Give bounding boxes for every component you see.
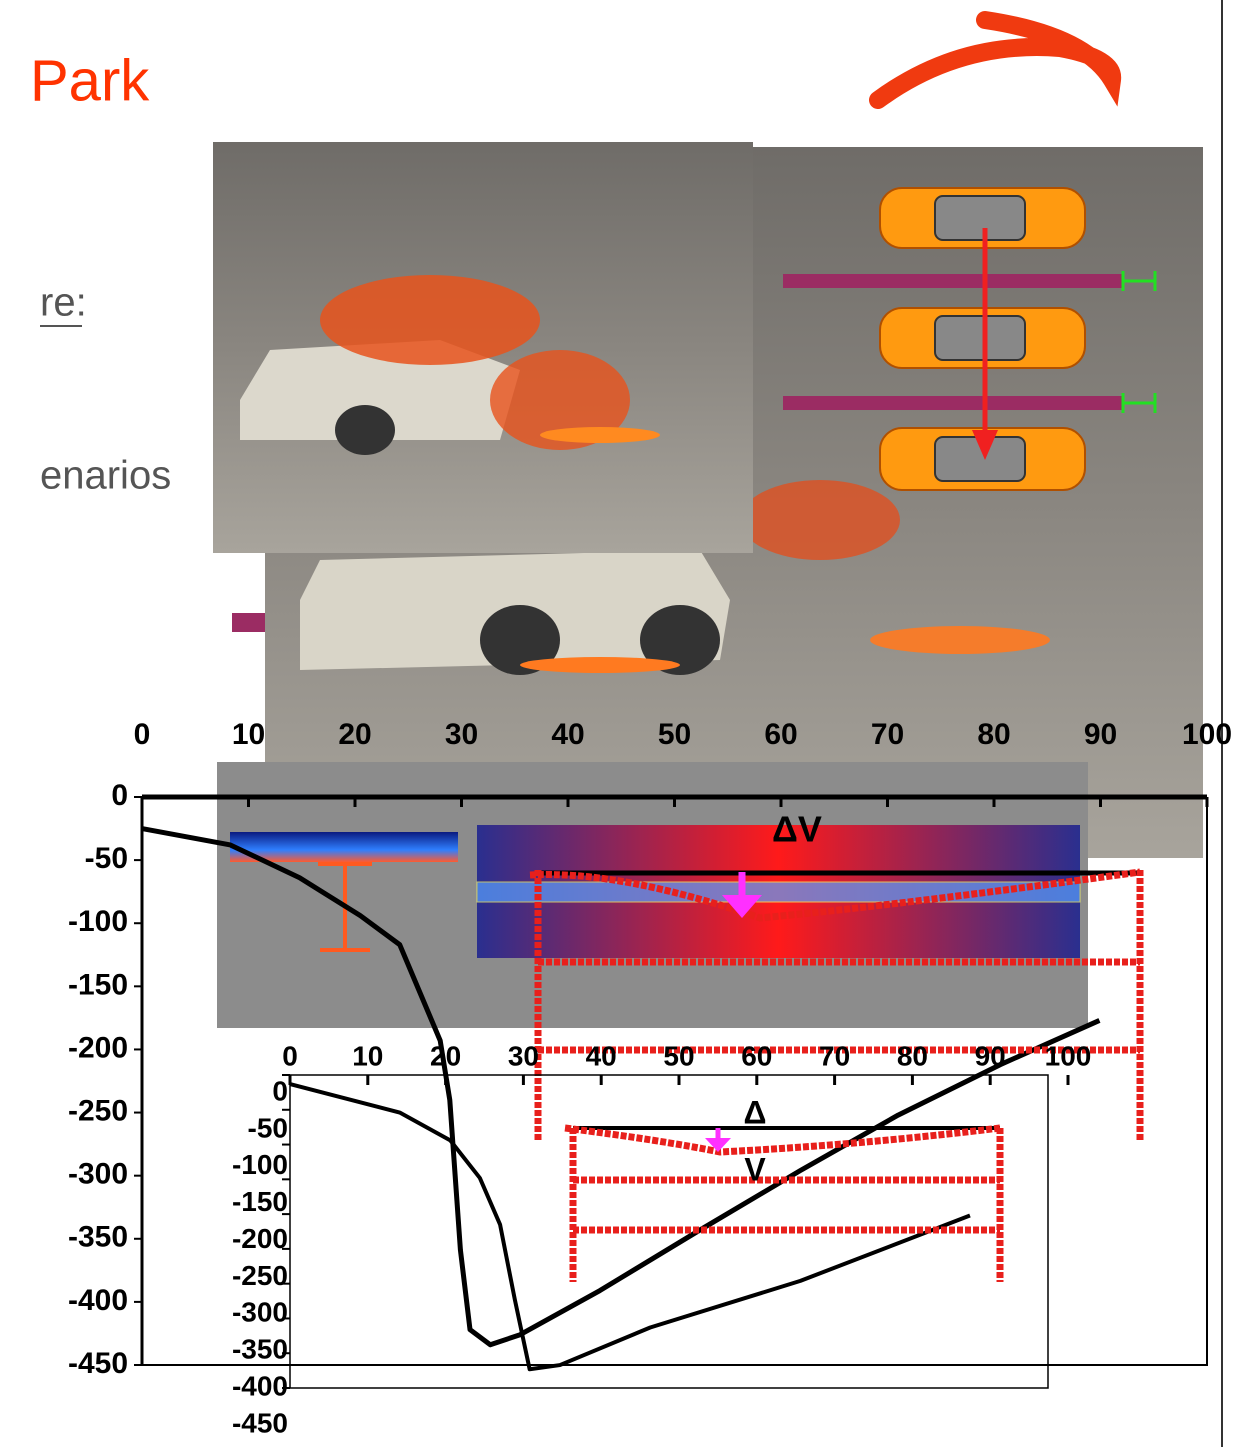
scenario-diagram [783,187,1157,491]
y-tick-label: -50 [85,842,128,875]
y-tick-label: -450 [232,1407,288,1438]
logo [869,11,1122,109]
slide-title: Park [30,48,150,113]
x-tick-label: 30 [445,718,478,751]
y-tick-label: -50 [248,1112,288,1143]
chart: 0 10 20 30 40 50 60 70 80 90 100 0 -50 -100 -150 -200 -2… [232,1040,1091,1438]
data-line [289,1082,971,1372]
x-tick-label: 40 [586,1040,617,1071]
x-tick-label: 0 [282,1040,298,1071]
data-line [141,826,1101,1348]
x-tick-label: 60 [741,1040,772,1071]
plot-border [142,797,1208,1366]
x-tick-label: 70 [819,1040,850,1071]
x-tick-label: 20 [430,1040,461,1071]
x-tick-label: 80 [897,1040,928,1071]
x-tick-label: 20 [338,718,371,751]
y-tick-label: -100 [68,905,128,938]
chart: 0 10 20 30 40 50 60 70 80 90 1000-50-100-150-200-2… [68,718,1232,1380]
y-tick-label: -150 [232,1186,288,1217]
y-tick-label: 0 [111,779,128,812]
x-tick-label: 60 [764,718,797,751]
x-tick-label: 50 [663,1040,694,1071]
x-tick-label: 90 [1084,718,1117,751]
annotation: Δ [744,1094,767,1130]
y-tick-label: -300 [68,1158,128,1191]
x-tick-label: 30 [508,1040,539,1071]
y-tick-label: -450 [68,1347,128,1380]
y-tick-label: -350 [68,1221,128,1254]
x-tick-label: 10 [352,1040,383,1071]
y-tick-label: -400 [232,1371,288,1402]
annotation: ΔV [772,809,822,850]
x-tick-label: 40 [551,718,584,751]
x-tick-label: 90 [975,1040,1006,1071]
y-tick-label: -250 [232,1260,288,1291]
y-tick-label: -200 [232,1223,288,1254]
y-tick-label: -150 [68,968,128,1001]
y-tick-label: -200 [68,1031,128,1064]
frame-large: ΔV [529,809,1144,1140]
x-tick-label: 10 [232,718,265,751]
y-tick-label: 0 [272,1075,288,1106]
bar-decor [232,613,272,632]
text-fragment: re: [40,281,87,325]
y-tick-label: -400 [68,1284,128,1317]
x-tick-label: 100 [1182,718,1232,751]
y-tick-label: -100 [232,1149,288,1180]
frame-small: Δ V [564,1094,1004,1282]
y-tick-label: -300 [232,1297,288,1328]
x-tick-label: 100 [1045,1040,1092,1071]
photo-front [213,142,753,553]
x-tick-label: 80 [977,718,1010,751]
plot-border [289,1074,1049,1389]
text-fragment: enarios [40,454,171,498]
annotation: V [744,1151,766,1187]
y-tick-label: -250 [68,1094,128,1127]
x-tick-label: 50 [658,718,691,751]
y-tick-label: -350 [232,1334,288,1365]
x-tick-label: 0 [134,718,151,751]
x-tick-label: 70 [871,718,904,751]
